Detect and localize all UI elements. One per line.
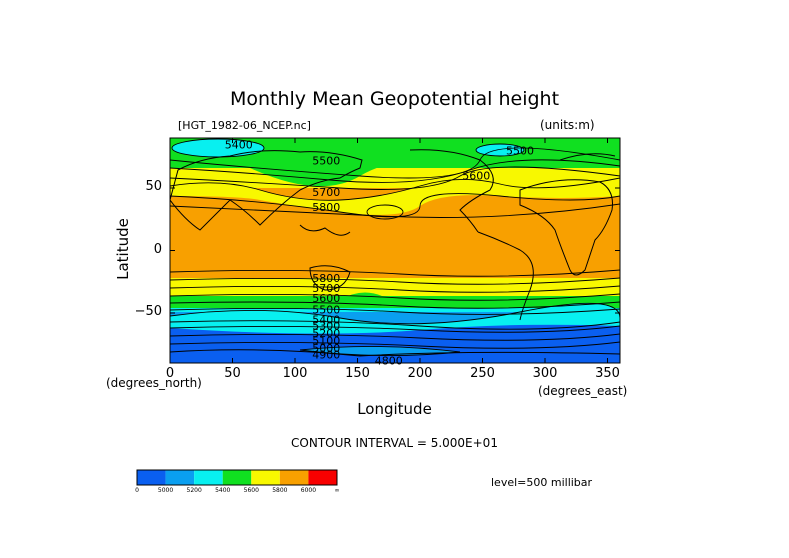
level-text: level=500 millibar <box>491 476 593 489</box>
contour-label: 5300 <box>312 320 340 333</box>
filled-contours <box>170 138 620 363</box>
x-tick-label: 0 <box>165 366 175 381</box>
colorbar-swatch <box>137 470 166 485</box>
contour-label: 4900 <box>312 348 340 361</box>
units-label: (units:m) <box>540 118 595 132</box>
contour-label: 5000 <box>312 342 340 355</box>
contour-label: 5400 <box>312 313 340 326</box>
colorbar-frame <box>136 469 338 486</box>
y-tick-label: 50 <box>145 179 162 194</box>
contour-label: 5500 <box>506 145 534 158</box>
colorbar-label: 5000 <box>157 487 174 494</box>
contour-label: 5600 <box>312 292 340 305</box>
contour-label: 5600 <box>462 170 490 183</box>
x-tick-label: 350 <box>595 366 620 381</box>
x-tick-label: 150 <box>345 366 370 381</box>
dataset-label: [HGT_1982-06_NCEP.nc] <box>178 119 311 132</box>
colorbar-label: ∞ <box>334 487 340 494</box>
colorbar-swatch <box>279 470 309 485</box>
contour-label: 5500 <box>312 155 340 168</box>
colorbar-swatch <box>194 470 223 485</box>
colorbar-label: 6000 <box>300 487 317 494</box>
colorbar-swatch <box>308 470 337 485</box>
contour-label: 5500 <box>312 303 340 316</box>
contour-label: 4800 <box>375 355 403 368</box>
colorbar <box>136 469 338 486</box>
contour-label: 5700 <box>312 282 340 295</box>
x-tick-label: 300 <box>532 366 558 381</box>
coastlines <box>170 149 620 357</box>
contour-label: 5800 <box>312 201 340 214</box>
x-tick-label: 100 <box>282 366 308 381</box>
x-units-label: (degrees_east) <box>538 384 628 398</box>
chart-title: Monthly Mean Geopotential height <box>229 88 560 110</box>
colorbar-label: 5800 <box>272 487 288 494</box>
colorbar-swatch <box>251 470 280 485</box>
x-tick-label: 250 <box>470 366 495 381</box>
colorbar-swatch <box>222 470 252 485</box>
contour-label: 5700 <box>312 186 340 199</box>
colorbar-label: 0 <box>135 487 139 494</box>
colorbar-label: 5600 <box>243 487 259 494</box>
y-tick-label: 0 <box>153 241 162 257</box>
x-tick-label: 200 <box>407 366 433 381</box>
colorbar-label: 5400 <box>215 487 231 494</box>
contour-label: 5100 <box>312 335 340 348</box>
contour-label: 5400 <box>225 138 253 151</box>
y-units-label: (degrees_north) <box>106 376 202 390</box>
x-tick-label: 50 <box>224 366 241 381</box>
contour-label: 5800 <box>312 272 340 285</box>
contour-interval-text: CONTOUR INTERVAL = 5.000E+01 <box>291 436 498 450</box>
contour-label: 5200 <box>312 327 340 340</box>
x-axis-label: Longitude <box>357 400 432 418</box>
y-axis-label: Latitude <box>113 218 132 280</box>
y-tick-label: −50 <box>134 304 162 319</box>
colorbar-label: 5200 <box>186 487 202 494</box>
colorbar-swatch <box>165 470 195 485</box>
